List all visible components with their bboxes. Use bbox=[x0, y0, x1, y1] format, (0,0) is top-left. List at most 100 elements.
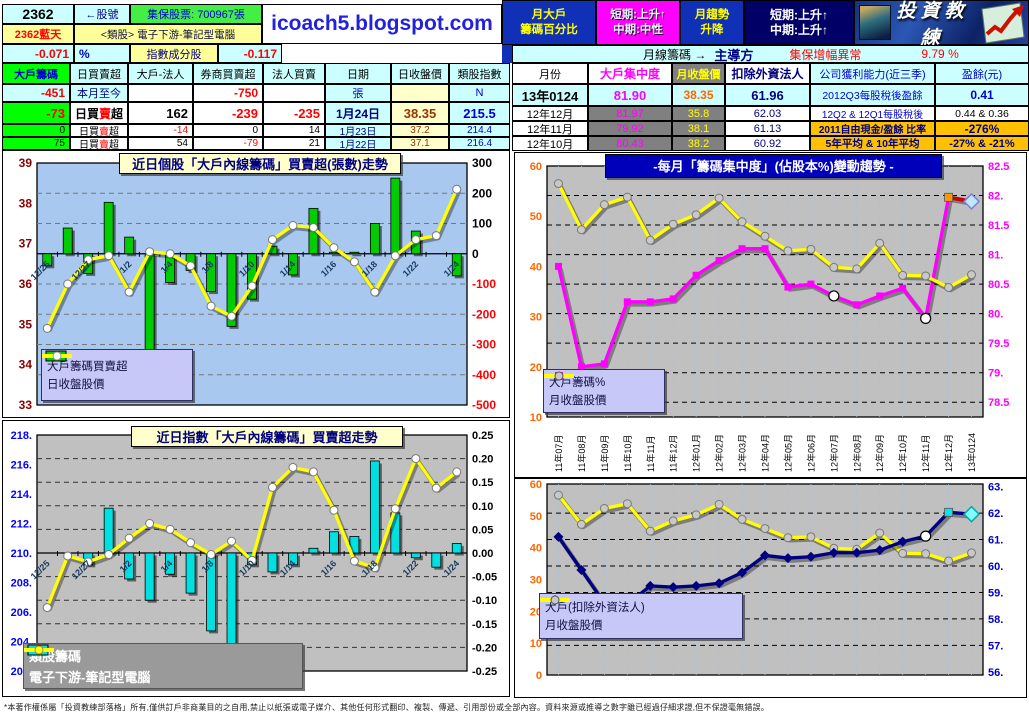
day3-broker-cell[interactable]: -79 bbox=[193, 137, 263, 150]
daily-index-chart[interactable]: 近日指數「大戶內線籌碼」買賣超走勢 類股籌碼 電子下游-筆記型電腦 218. 21… bbox=[2, 420, 510, 697]
m3-info-cell[interactable]: 2011自由現金/盈餘 比率 bbox=[810, 121, 935, 136]
m2-close-cell[interactable]: 35.8 bbox=[672, 106, 725, 121]
col-header-holder-inst[interactable]: 大戶-法人 bbox=[128, 63, 193, 84]
m2-month-cell[interactable]: 12年12月 bbox=[512, 106, 588, 121]
sector-cell[interactable]: <類股> 電子下游-筆記型電腦 bbox=[74, 24, 262, 44]
mtd-empty-1[interactable] bbox=[128, 84, 193, 102]
m2-excl-cell[interactable]: 62.03 bbox=[725, 106, 810, 121]
stock-id-cell[interactable]: 2362 bbox=[2, 4, 74, 24]
blog-link[interactable]: icoach5.blogspot.com bbox=[262, 4, 502, 44]
svg-text:12年02月: 12年02月 bbox=[714, 434, 725, 472]
m1-info-cell[interactable]: 2012Q3每股稅後盈餘 bbox=[810, 84, 935, 106]
m3-month-cell[interactable]: 12年11月 bbox=[512, 121, 588, 136]
day2-legal-cell[interactable]: 14 bbox=[263, 124, 325, 137]
day2-chips-cell[interactable]: 0 bbox=[2, 124, 70, 137]
day2-broker-cell[interactable]: 0 bbox=[193, 124, 263, 137]
day2-inst-cell[interactable]: -14 bbox=[128, 124, 193, 137]
index-component-label[interactable]: 指數成分股 bbox=[130, 44, 218, 63]
day3-chips-cell[interactable]: 75 bbox=[2, 137, 70, 150]
svg-text:-0.05: -0.05 bbox=[472, 572, 497, 584]
m3-conc-cell[interactable]: 79.92 bbox=[588, 121, 672, 136]
monthly-leader-band: 月線籌碼 → 主導方 集保增幅異常 9.79 % bbox=[512, 45, 1029, 63]
change-pct-cell[interactable]: -0.071 bbox=[2, 44, 74, 63]
svg-text:200: 200 bbox=[472, 186, 492, 200]
legend-label: 日收盤股價 bbox=[47, 379, 105, 391]
mtd-empty-2[interactable] bbox=[263, 84, 325, 102]
m3-excl-cell[interactable]: 61.13 bbox=[725, 121, 810, 136]
col-header-profitability[interactable]: 公司獲利能力(近三季) bbox=[810, 63, 935, 84]
day3-close-cell[interactable]: 37.1 bbox=[391, 137, 449, 150]
col-header-month[interactable]: 月份 bbox=[512, 63, 588, 84]
legend-label: 月收盤股價 bbox=[549, 395, 607, 407]
stock-name-cell[interactable]: 2362藍天 bbox=[2, 24, 74, 44]
day3-net-label[interactable]: 日買賣超 bbox=[70, 137, 128, 150]
day1-date-cell[interactable]: 1月24日 bbox=[325, 102, 391, 124]
day1-index-cell[interactable]: 215.5 bbox=[449, 102, 510, 124]
day1-broker-cell[interactable]: -239 bbox=[193, 102, 263, 124]
mtd-index-flag-cell[interactable]: N bbox=[449, 84, 510, 102]
col-header-daily-close[interactable]: 日收盤價 bbox=[391, 63, 449, 84]
svg-text:210.: 210. bbox=[11, 548, 32, 560]
logo-photo-icon bbox=[859, 5, 891, 40]
m1-val-cell[interactable]: 0.41 bbox=[935, 84, 1029, 106]
col-header-sector-index[interactable]: 類股指數 bbox=[449, 63, 510, 84]
mtd-broker-cell[interactable]: -750 bbox=[193, 84, 263, 102]
day1-inst-cell[interactable]: 162 bbox=[128, 102, 193, 124]
svg-text:-0.10: -0.10 bbox=[472, 595, 497, 607]
m4-excl-cell[interactable]: 60.92 bbox=[725, 136, 810, 151]
day1-net-label[interactable]: 日買賣超 bbox=[70, 102, 128, 124]
day1-legal-cell[interactable]: -235 bbox=[263, 102, 325, 124]
col-header-month-close[interactable]: 月收盤價 bbox=[672, 63, 725, 84]
day3-date-cell[interactable]: 1月22日 bbox=[325, 137, 391, 150]
col-header-daily-net[interactable]: 日買賣超 bbox=[70, 63, 128, 84]
m4-close-cell[interactable]: 38.2 bbox=[672, 136, 725, 151]
day2-net-label[interactable]: 日買賣超 bbox=[70, 124, 128, 137]
daily-stock-chart[interactable]: 近日個股「大戶內線籌碼」買賣超(張數)走勢 大戶籌碼買賣超 日收盤股價 39 38… bbox=[2, 150, 510, 418]
m2-info-cell[interactable]: 12Q2 & 12Q1每股稅後 bbox=[810, 106, 935, 121]
monthly-holder-line1: 月大戶 bbox=[531, 9, 567, 22]
mtd-label-cell[interactable]: 本月至今 bbox=[70, 84, 128, 102]
custody-shares-cell[interactable]: 集保股票: 700967張 bbox=[130, 4, 262, 24]
day3-inst-cell[interactable]: 54 bbox=[128, 137, 193, 150]
m2-conc-cell[interactable]: 81.97 bbox=[588, 106, 672, 121]
pct-symbol-cell[interactable]: % bbox=[74, 44, 130, 63]
m4-month-cell[interactable]: 12年10月 bbox=[512, 136, 588, 151]
day1-close-cell[interactable]: 38.35 bbox=[391, 102, 449, 124]
day1-chips-cell[interactable]: -73 bbox=[2, 102, 70, 124]
col-header-concentration[interactable]: 大戶集中度 bbox=[588, 63, 672, 84]
day3-index-cell[interactable]: 216.4 bbox=[449, 137, 510, 150]
m1-month-cell[interactable]: 13年0124 bbox=[512, 84, 588, 106]
m4-info-cell[interactable]: 5年平均 & 10年平均 bbox=[810, 136, 935, 151]
svg-text:30: 30 bbox=[530, 575, 542, 587]
mtd-empty-3[interactable] bbox=[391, 84, 449, 102]
index-component-change-cell[interactable]: -0.117 bbox=[218, 44, 282, 63]
stock-id-arrow-label[interactable]: ←股號 bbox=[74, 4, 130, 24]
svg-text:12年06月: 12年06月 bbox=[805, 434, 816, 472]
day3-legal-cell[interactable]: 21 bbox=[263, 137, 325, 150]
m1-conc-cell[interactable]: 81.90 bbox=[588, 84, 672, 106]
mtd-chips-cell[interactable]: -451 bbox=[2, 84, 70, 102]
monthly-concentration-chart[interactable]: -每月「籌碼集中度」(佔股本%)變動趨勢 - 大戶籌碼% 月收盤股價 60 50 4… bbox=[514, 152, 1027, 478]
m3-val-cell[interactable]: -276% bbox=[935, 121, 1029, 136]
m2-val-cell[interactable]: 0.44 & 0.36 bbox=[935, 106, 1029, 121]
m4-val-cell[interactable]: -27% & -21% bbox=[935, 136, 1029, 151]
day2-index-cell[interactable]: 214.4 bbox=[449, 124, 510, 137]
m3-close-cell[interactable]: 38.1 bbox=[672, 121, 725, 136]
svg-text:100: 100 bbox=[472, 217, 492, 231]
col-header-holder-chips[interactable]: 大戶籌碼 bbox=[2, 63, 70, 84]
monthly-excl-foreign-chart[interactable]: 大戶(扣除外資法人) 月收盤股價 60 50 40 30 20 10 0 63. 62. 61. 6… bbox=[514, 478, 1027, 698]
col-header-broker-net[interactable]: 券商買賣超 bbox=[193, 63, 263, 84]
m1-close-cell[interactable]: 38.35 bbox=[672, 84, 725, 106]
col-header-eps[interactable]: 盈餘(元) bbox=[935, 63, 1029, 84]
day2-date-cell[interactable]: 1月23日 bbox=[325, 124, 391, 137]
svg-text:10: 10 bbox=[530, 412, 542, 424]
daily-stock-chart-title: 近日個股「大戶內線籌碼」買賣超(張數)走勢 bbox=[119, 153, 401, 174]
m4-conc-cell[interactable]: 80.43 bbox=[588, 136, 672, 151]
col-header-date[interactable]: 日期 bbox=[325, 63, 391, 84]
col-header-inst-trade[interactable]: 法人買賣 bbox=[263, 63, 325, 84]
m1-excl-cell[interactable]: 61.96 bbox=[725, 84, 810, 106]
svg-text:-500: -500 bbox=[472, 398, 496, 412]
day2-close-cell[interactable]: 37.2 bbox=[391, 124, 449, 137]
col-header-excl-foreign[interactable]: 扣除外資法人 bbox=[725, 63, 810, 84]
mtd-unit-cell[interactable]: 張 bbox=[325, 84, 391, 102]
